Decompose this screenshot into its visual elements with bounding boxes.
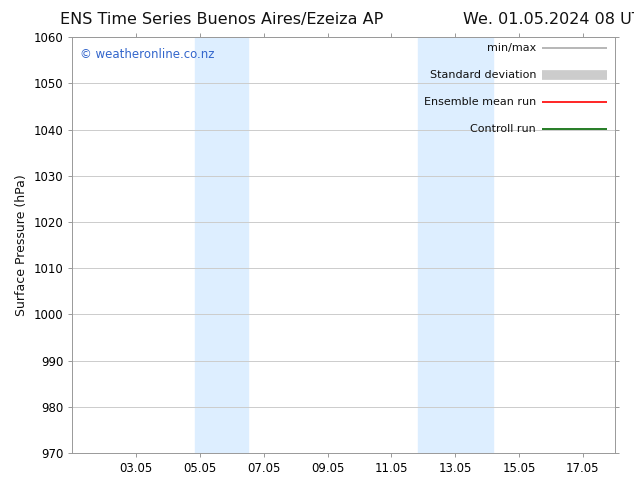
Y-axis label: Surface Pressure (hPa): Surface Pressure (hPa) [15, 174, 28, 316]
Text: © weatheronline.co.nz: © weatheronline.co.nz [81, 48, 215, 61]
Bar [418, 37, 439, 453]
Text: Standard deviation: Standard deviation [430, 70, 536, 79]
Bar [195, 37, 216, 453]
Text: Controll run: Controll run [470, 123, 536, 134]
Text: We. 01.05.2024 08 UTC: We. 01.05.2024 08 UTC [463, 12, 634, 27]
Bar [216, 37, 248, 453]
Bar [439, 37, 493, 453]
Text: ENS Time Series Buenos Aires/Ezeiza AP: ENS Time Series Buenos Aires/Ezeiza AP [60, 12, 384, 27]
Text: min/max: min/max [487, 43, 536, 52]
Text: Ensemble mean run: Ensemble mean run [424, 97, 536, 107]
